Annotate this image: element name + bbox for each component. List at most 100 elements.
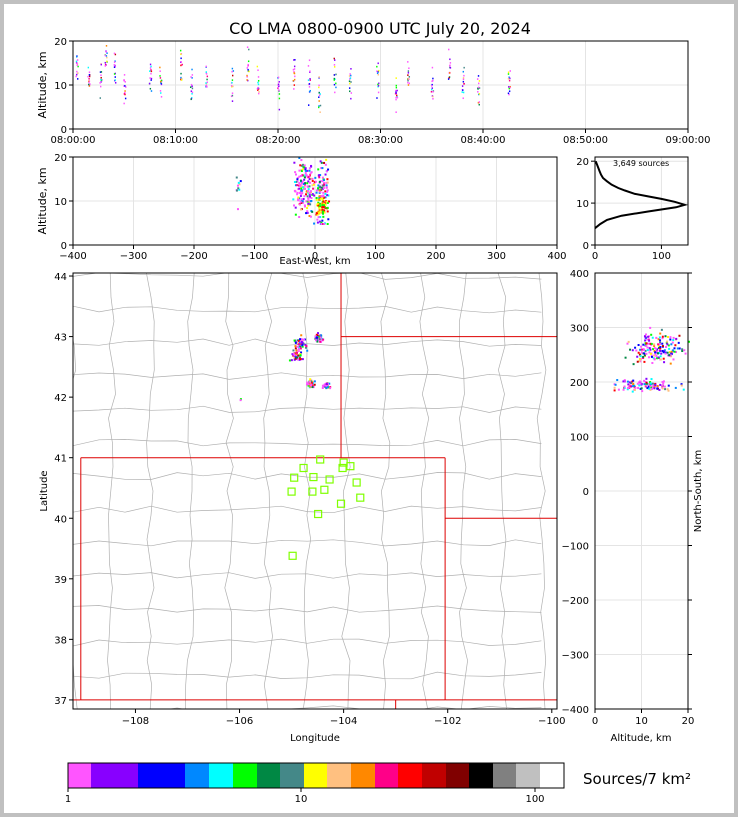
source-mark bbox=[651, 361, 654, 364]
altitude-time-ylabel: Altitude, km bbox=[36, 51, 49, 118]
y-tick-label: 0 bbox=[61, 241, 67, 252]
source-mark bbox=[294, 345, 297, 348]
source-mark bbox=[477, 82, 480, 85]
source-mark bbox=[298, 157, 301, 159]
source-mark bbox=[622, 388, 625, 391]
source-mark bbox=[237, 187, 240, 190]
source-mark bbox=[326, 178, 329, 181]
x-tick-label: 0 bbox=[312, 251, 318, 262]
source-mark bbox=[299, 353, 302, 356]
source-mark bbox=[664, 345, 667, 348]
source-mark bbox=[324, 202, 327, 205]
source-mark bbox=[508, 79, 511, 82]
source-mark bbox=[348, 80, 351, 83]
source-mark bbox=[296, 191, 299, 194]
source-mark bbox=[309, 79, 311, 81]
source-mark bbox=[672, 339, 675, 342]
source-mark bbox=[432, 97, 434, 100]
source-mark bbox=[308, 59, 311, 62]
source-mark bbox=[640, 345, 643, 348]
source-mark bbox=[114, 72, 116, 75]
source-mark bbox=[205, 73, 208, 75]
source-mark bbox=[236, 184, 239, 187]
source-mark bbox=[292, 198, 295, 201]
source-mark bbox=[309, 215, 312, 218]
source-mark bbox=[653, 354, 656, 357]
source-mark bbox=[105, 45, 108, 47]
source-mark bbox=[507, 77, 510, 80]
source-mark bbox=[77, 78, 79, 80]
source-mark bbox=[304, 182, 307, 185]
source-mark bbox=[258, 91, 260, 93]
source-mark bbox=[306, 182, 309, 185]
source-mark bbox=[670, 350, 673, 353]
source-mark bbox=[650, 378, 653, 381]
county-border bbox=[73, 605, 542, 613]
source-mark bbox=[317, 168, 320, 171]
source-mark bbox=[292, 352, 295, 355]
source-mark bbox=[319, 160, 322, 163]
source-mark bbox=[296, 178, 299, 181]
source-mark bbox=[100, 63, 102, 66]
y-tick-label: 43 bbox=[54, 333, 67, 344]
source-mark bbox=[317, 201, 320, 204]
source-mark bbox=[300, 164, 303, 167]
source-mark bbox=[294, 213, 297, 216]
source-mark bbox=[314, 337, 317, 340]
source-mark bbox=[88, 75, 91, 78]
source-mark bbox=[335, 86, 337, 89]
source-mark bbox=[642, 343, 645, 346]
source-mark bbox=[649, 326, 652, 329]
source-mark bbox=[636, 355, 639, 358]
source-mark bbox=[651, 336, 654, 339]
source-mark bbox=[76, 62, 78, 65]
source-mark bbox=[317, 184, 320, 187]
source-mark bbox=[462, 78, 465, 81]
source-mark bbox=[317, 332, 320, 335]
source-mark bbox=[278, 97, 281, 100]
source-mark bbox=[643, 383, 646, 386]
source-mark bbox=[123, 102, 125, 105]
source-mark bbox=[349, 82, 351, 85]
source-mark bbox=[299, 175, 302, 178]
county-border bbox=[107, 273, 116, 709]
source-mark bbox=[321, 210, 324, 213]
source-mark bbox=[508, 90, 511, 93]
source-mark bbox=[328, 382, 331, 385]
source-mark bbox=[378, 82, 380, 85]
y-tick-label: 20 bbox=[54, 153, 67, 164]
source-mark bbox=[302, 201, 305, 204]
source-mark bbox=[376, 70, 378, 73]
source-mark bbox=[191, 68, 193, 71]
source-mark bbox=[645, 377, 648, 380]
source-mark bbox=[159, 70, 161, 72]
y-tick-label: 39 bbox=[54, 575, 67, 586]
source-mark bbox=[310, 200, 313, 203]
source-mark bbox=[647, 385, 650, 388]
source-mark bbox=[674, 386, 677, 389]
source-mark bbox=[123, 79, 125, 82]
source-mark bbox=[377, 84, 380, 87]
source-mark bbox=[238, 183, 241, 186]
source-mark bbox=[432, 77, 434, 80]
source-mark bbox=[654, 353, 657, 356]
lma-station-marker bbox=[338, 463, 347, 473]
source-mark bbox=[205, 71, 207, 73]
source-mark bbox=[293, 189, 296, 192]
source-mark bbox=[639, 380, 642, 383]
source-mark bbox=[318, 195, 321, 198]
source-mark bbox=[75, 60, 78, 63]
source-mark bbox=[237, 181, 240, 184]
source-mark bbox=[100, 80, 102, 83]
source-mark bbox=[664, 335, 667, 338]
source-mark bbox=[150, 65, 152, 68]
source-mark bbox=[659, 343, 662, 346]
source-mark bbox=[114, 53, 117, 56]
source-mark bbox=[658, 336, 661, 339]
source-mark bbox=[305, 345, 308, 348]
source-mark bbox=[666, 388, 669, 391]
source-mark bbox=[312, 187, 315, 190]
map-panel: −108 −106 −104 −102 −100 37 38 39 40 41 42 43 44 Lon… bbox=[39, 272, 566, 744]
source-mark bbox=[257, 81, 259, 84]
source-mark bbox=[298, 339, 301, 342]
